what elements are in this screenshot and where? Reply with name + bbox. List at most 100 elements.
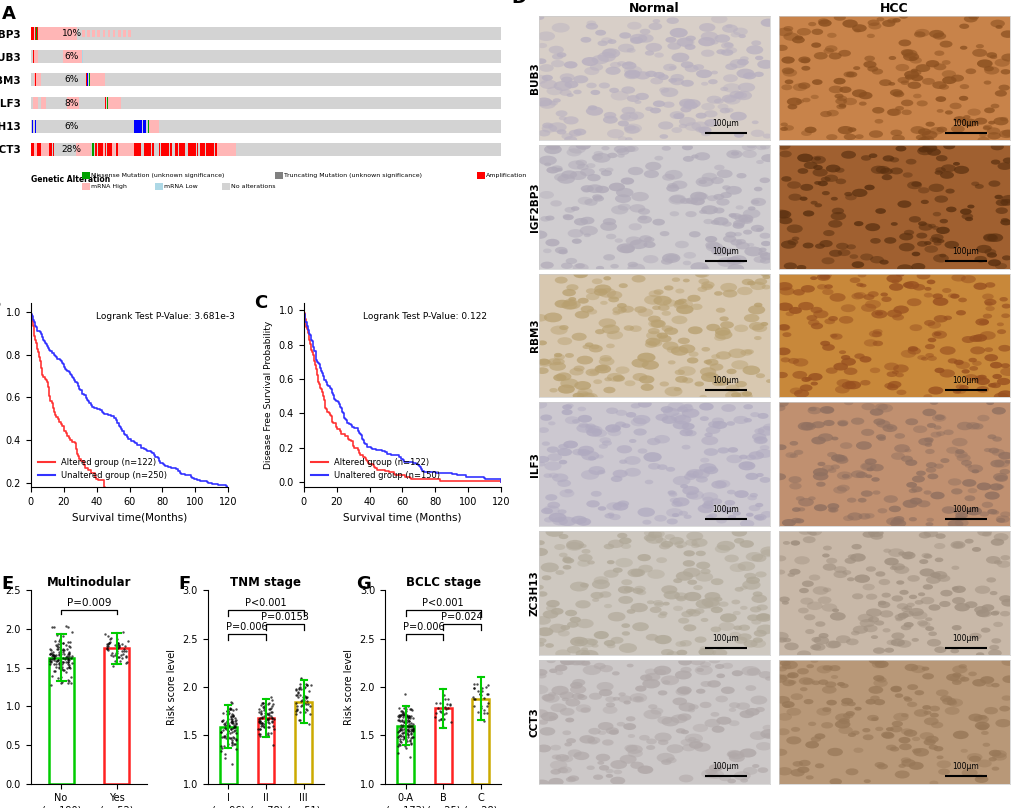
Circle shape bbox=[907, 82, 920, 89]
Point bbox=[51, 661, 67, 674]
Circle shape bbox=[966, 108, 980, 116]
Point bbox=[261, 707, 277, 720]
Circle shape bbox=[590, 90, 599, 95]
Circle shape bbox=[916, 241, 927, 246]
Circle shape bbox=[666, 402, 684, 411]
Point bbox=[52, 659, 68, 671]
Circle shape bbox=[944, 111, 952, 115]
Circle shape bbox=[543, 313, 561, 322]
Circle shape bbox=[538, 719, 547, 725]
Circle shape bbox=[964, 464, 971, 468]
Circle shape bbox=[809, 276, 816, 280]
Circle shape bbox=[698, 402, 713, 410]
Circle shape bbox=[965, 507, 981, 516]
Circle shape bbox=[857, 273, 865, 277]
Circle shape bbox=[572, 419, 580, 423]
Circle shape bbox=[647, 316, 660, 322]
Circle shape bbox=[955, 388, 965, 393]
Circle shape bbox=[745, 577, 759, 584]
Circle shape bbox=[959, 208, 971, 215]
Text: Logrank Test P-Value: 3.681e-3: Logrank Test P-Value: 3.681e-3 bbox=[96, 313, 234, 322]
Point bbox=[263, 727, 279, 740]
Bar bbox=[140, 120, 141, 133]
Circle shape bbox=[682, 744, 695, 751]
Circle shape bbox=[741, 143, 756, 151]
Circle shape bbox=[983, 491, 999, 499]
Circle shape bbox=[935, 689, 948, 696]
Circle shape bbox=[688, 351, 698, 357]
Circle shape bbox=[800, 58, 809, 63]
Circle shape bbox=[624, 69, 640, 78]
Circle shape bbox=[903, 281, 918, 289]
Point bbox=[253, 699, 269, 712]
Circle shape bbox=[761, 284, 770, 289]
Circle shape bbox=[956, 454, 970, 461]
Point bbox=[44, 650, 60, 663]
Circle shape bbox=[593, 379, 601, 384]
Circle shape bbox=[637, 352, 655, 363]
Circle shape bbox=[829, 465, 839, 469]
Circle shape bbox=[620, 112, 638, 121]
Circle shape bbox=[816, 284, 826, 289]
Circle shape bbox=[798, 528, 811, 535]
Point bbox=[403, 719, 419, 732]
Circle shape bbox=[726, 455, 742, 463]
Point bbox=[390, 739, 407, 752]
Bar bbox=[164, 143, 165, 156]
Circle shape bbox=[703, 360, 711, 364]
Circle shape bbox=[760, 272, 769, 277]
Point bbox=[263, 716, 279, 729]
Circle shape bbox=[643, 170, 658, 178]
Point bbox=[224, 709, 240, 722]
Point bbox=[61, 659, 77, 671]
Point bbox=[107, 638, 123, 651]
Point bbox=[399, 723, 416, 736]
Circle shape bbox=[1001, 304, 1010, 309]
Bar bbox=[82, 31, 85, 36]
Circle shape bbox=[681, 444, 690, 449]
Circle shape bbox=[701, 503, 713, 509]
Circle shape bbox=[578, 446, 594, 454]
Circle shape bbox=[908, 216, 920, 222]
Circle shape bbox=[952, 389, 960, 393]
Circle shape bbox=[990, 750, 1006, 758]
Circle shape bbox=[545, 605, 556, 611]
Circle shape bbox=[915, 233, 926, 238]
Circle shape bbox=[915, 470, 925, 476]
Circle shape bbox=[996, 329, 1005, 334]
Circle shape bbox=[712, 217, 728, 225]
Circle shape bbox=[868, 154, 876, 158]
Circle shape bbox=[874, 208, 886, 214]
Circle shape bbox=[936, 574, 950, 582]
Circle shape bbox=[888, 549, 904, 557]
Circle shape bbox=[611, 503, 628, 511]
Circle shape bbox=[925, 576, 940, 584]
Circle shape bbox=[649, 607, 661, 613]
Circle shape bbox=[580, 185, 593, 192]
Circle shape bbox=[806, 664, 813, 668]
Point bbox=[47, 650, 63, 663]
Circle shape bbox=[922, 490, 930, 494]
Circle shape bbox=[876, 404, 893, 412]
Circle shape bbox=[916, 500, 929, 507]
Circle shape bbox=[793, 389, 808, 398]
Circle shape bbox=[799, 196, 807, 201]
Text: 100μm: 100μm bbox=[952, 376, 978, 385]
Circle shape bbox=[553, 81, 572, 90]
Bar bbox=[93, 143, 94, 156]
Point bbox=[472, 700, 488, 713]
Point bbox=[60, 656, 76, 669]
Circle shape bbox=[580, 583, 588, 587]
Circle shape bbox=[660, 406, 673, 413]
Circle shape bbox=[654, 733, 671, 742]
Circle shape bbox=[996, 378, 1010, 385]
Point bbox=[263, 712, 279, 725]
Circle shape bbox=[627, 734, 635, 738]
Circle shape bbox=[942, 288, 951, 293]
Circle shape bbox=[616, 303, 626, 309]
Point bbox=[393, 714, 410, 727]
Circle shape bbox=[845, 381, 860, 389]
Point bbox=[391, 710, 408, 723]
Circle shape bbox=[775, 444, 786, 450]
Point bbox=[227, 738, 244, 751]
